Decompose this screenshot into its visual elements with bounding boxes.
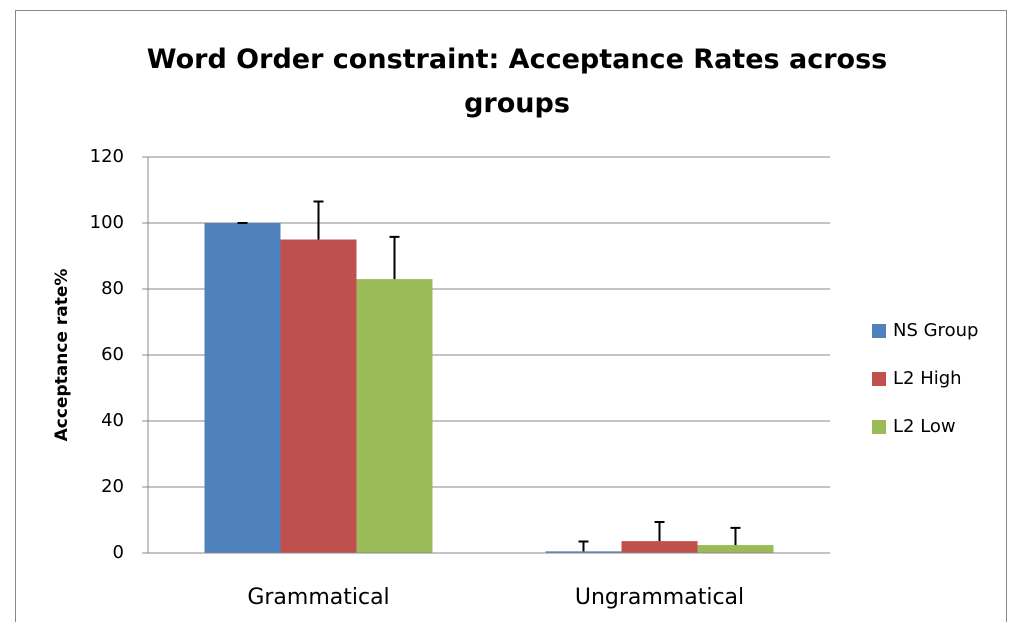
legend-label: L2 High <box>893 368 962 389</box>
bar <box>204 223 281 553</box>
error-bar <box>578 540 589 552</box>
legend-swatch <box>872 420 886 434</box>
error-bar <box>654 520 665 542</box>
bar <box>697 545 774 553</box>
y-tick-label: 80 <box>101 278 124 299</box>
error-bar <box>389 235 400 280</box>
legend-label: NS Group <box>893 320 978 341</box>
y-tick-label: 120 <box>90 146 124 167</box>
x-tick-label: Grammatical <box>247 585 389 610</box>
x-tick-label: Ungrammatical <box>575 585 744 610</box>
y-tick-label: 40 <box>101 410 124 431</box>
bar <box>356 279 433 553</box>
y-tick-label: 0 <box>113 542 124 563</box>
legend-swatch <box>872 372 886 386</box>
bar <box>545 551 622 553</box>
bar <box>621 541 698 553</box>
error-bar <box>313 200 324 240</box>
chart-title: Word Order constraint: Acceptance Rates … <box>146 44 888 119</box>
y-axis-label: Acceptance rate% <box>52 269 72 442</box>
error-bar <box>730 526 741 546</box>
y-tick-label: 20 <box>101 476 124 497</box>
chart-frame <box>15 10 1007 622</box>
bar <box>280 239 357 553</box>
y-tick-label: 100 <box>90 212 124 233</box>
legend-swatch <box>872 324 886 338</box>
legend-label: L2 Low <box>893 416 956 437</box>
y-tick-label: 60 <box>101 344 124 365</box>
